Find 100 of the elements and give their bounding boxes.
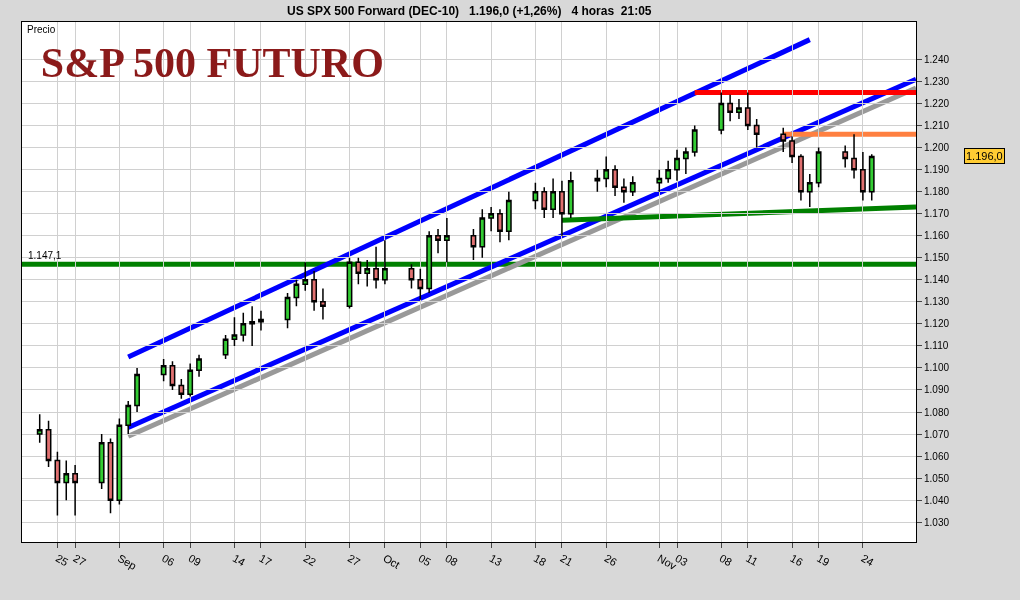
y-tick-label: 1.140 (924, 274, 950, 286)
y-tick-label: 1.230 (924, 75, 950, 87)
candlestick (559, 179, 565, 237)
candlestick (240, 312, 247, 343)
x-tick-label: 16 (788, 551, 805, 569)
y-tick-label: 1.170 (924, 208, 950, 220)
candlestick (426, 230, 433, 294)
candlestick (718, 91, 725, 136)
candlestick (470, 228, 477, 261)
candlestick (859, 151, 866, 202)
y-tick-label: 1.050 (924, 472, 950, 484)
candlestick (408, 263, 415, 290)
candlestick (665, 160, 672, 184)
candlestick (806, 173, 813, 208)
x-tick-label: 25 (53, 551, 71, 569)
candlestick (373, 246, 379, 290)
candlestick (302, 261, 309, 292)
y-tick-label: 1.070 (924, 428, 950, 440)
candlestick (36, 413, 43, 444)
y-tick-label: 1.080 (924, 406, 950, 418)
x-tick-label: 08 (443, 551, 460, 569)
candlestick (868, 153, 875, 202)
x-tick-label: Sep (115, 551, 139, 572)
y-tick-label: 1.220 (924, 98, 950, 110)
x-tick-label: 27 (71, 551, 88, 569)
candlestick (479, 208, 486, 259)
y-tick-label: 1.130 (924, 296, 950, 308)
x-tick-label: 06 (159, 551, 177, 569)
candlestick (125, 400, 132, 435)
x-tick-label: Oct (381, 551, 402, 571)
chart-subtitle: US SPX 500 Forward (DEC-10) 1.196,0 (+1,26%) 4 horas 21:05 (287, 4, 652, 18)
y-tick-label: 1.210 (924, 120, 950, 132)
chart-title: S&P 500 FUTURO (40, 40, 384, 87)
candlestick (620, 177, 627, 204)
candlestick (815, 146, 822, 188)
x-tick-label: 21 (558, 551, 575, 569)
y-tick-label: 1.030 (924, 516, 950, 528)
candlestick (780, 127, 787, 153)
y-tick-label: 1.060 (924, 450, 950, 462)
y-tick-label: 1.100 (924, 362, 950, 374)
y-tick-label: 1.120 (924, 318, 950, 330)
x-tick-label: 27 (345, 551, 363, 569)
ref-line-label: 1.147,1 (28, 250, 62, 261)
candlestick (488, 206, 495, 233)
candlestick (381, 239, 388, 285)
candlestick (54, 450, 61, 517)
candlestick (417, 268, 424, 301)
y-tick-label: 1.200 (924, 142, 950, 154)
candlestick (691, 124, 698, 158)
y-tick-label: 1.160 (924, 230, 950, 242)
y-tick-label: 1.150 (924, 252, 950, 264)
y-tick-label: 1.090 (924, 384, 950, 396)
x-tick-label: 22 (301, 551, 319, 569)
candlestick (320, 287, 326, 321)
candlestick (293, 279, 300, 307)
x-tick-label: 17 (257, 551, 274, 569)
y-tick-label: 1.240 (924, 53, 950, 65)
candlestick (851, 133, 857, 180)
candlestick (222, 334, 229, 360)
candlestick (134, 367, 140, 413)
candlestick (532, 182, 539, 211)
candlestick (355, 257, 362, 285)
y-tick-label: 1.190 (924, 164, 950, 176)
y-tick-label: 1.110 (924, 340, 949, 352)
candlestick (736, 98, 742, 120)
candlestick (72, 464, 79, 517)
candlestick (116, 417, 123, 506)
candlestick (603, 155, 610, 188)
candlestick (674, 149, 680, 182)
candlestick (550, 177, 557, 219)
candlestick (798, 153, 804, 202)
candlestick (231, 316, 238, 347)
candlestick (364, 259, 371, 288)
x-tick-label: 24 (859, 551, 876, 569)
x-tick-label: 18 (531, 551, 549, 569)
candlestick (727, 93, 734, 122)
candlestick (567, 171, 574, 219)
candlestick (249, 305, 256, 347)
x-tick-label: 19 (814, 551, 832, 569)
y-axis-title: Precio (27, 24, 56, 35)
candlestick (196, 353, 202, 378)
x-tick-label: 11 (744, 551, 760, 568)
candlestick (160, 358, 167, 382)
y-tick-label: 1.180 (924, 186, 950, 198)
candlestick (842, 144, 849, 169)
candlestick (789, 135, 795, 164)
candlestick (497, 208, 503, 244)
x-tick-label: 08 (717, 551, 735, 569)
candlestick (258, 309, 264, 332)
candlestick (63, 459, 70, 501)
candlestick (594, 168, 601, 193)
text: 1.196,0 (966, 150, 1003, 162)
candlestick (311, 270, 318, 312)
x-tick-label: 05 (416, 551, 434, 569)
candlestick (505, 190, 512, 241)
candlestick (178, 378, 185, 400)
x-tick-label: 14 (230, 551, 248, 569)
candlestick (541, 186, 548, 219)
x-tick-label: 09 (186, 551, 204, 569)
y-tick-label: 1.040 (924, 494, 950, 506)
